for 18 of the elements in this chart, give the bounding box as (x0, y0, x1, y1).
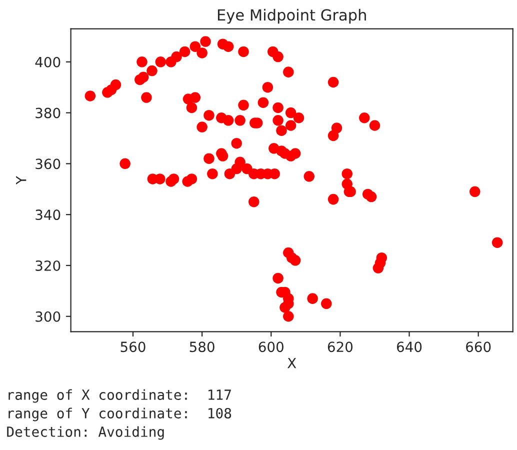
y-axis-title: Y (16, 176, 26, 184)
x-tick-label: 620 (328, 342, 353, 352)
x-tick-label: 660 (466, 342, 491, 352)
y-tick-label: 360 (36, 158, 60, 170)
chart-title: Eye Midpoint Graph (218, 8, 366, 24)
x-tick-label: 580 (190, 342, 214, 352)
x-axis-title: X (288, 358, 296, 368)
x-tick-label: 560 (120, 342, 146, 352)
y-tick-label: 300 (36, 311, 60, 322)
text: Detection: Avoiding (7, 426, 164, 440)
text: range of X coordinate: 117 (8, 389, 231, 403)
x-tick-label: 640 (396, 342, 422, 352)
y-tick-label: 340 (36, 210, 60, 220)
y-tick-label: 380 (36, 108, 60, 118)
text: range of Y coordinate: 108 (8, 408, 232, 422)
y-tick-label: 320 (36, 260, 60, 271)
y-tick-label: 400 (35, 56, 60, 68)
x-tick-label: 600 (258, 342, 284, 352)
